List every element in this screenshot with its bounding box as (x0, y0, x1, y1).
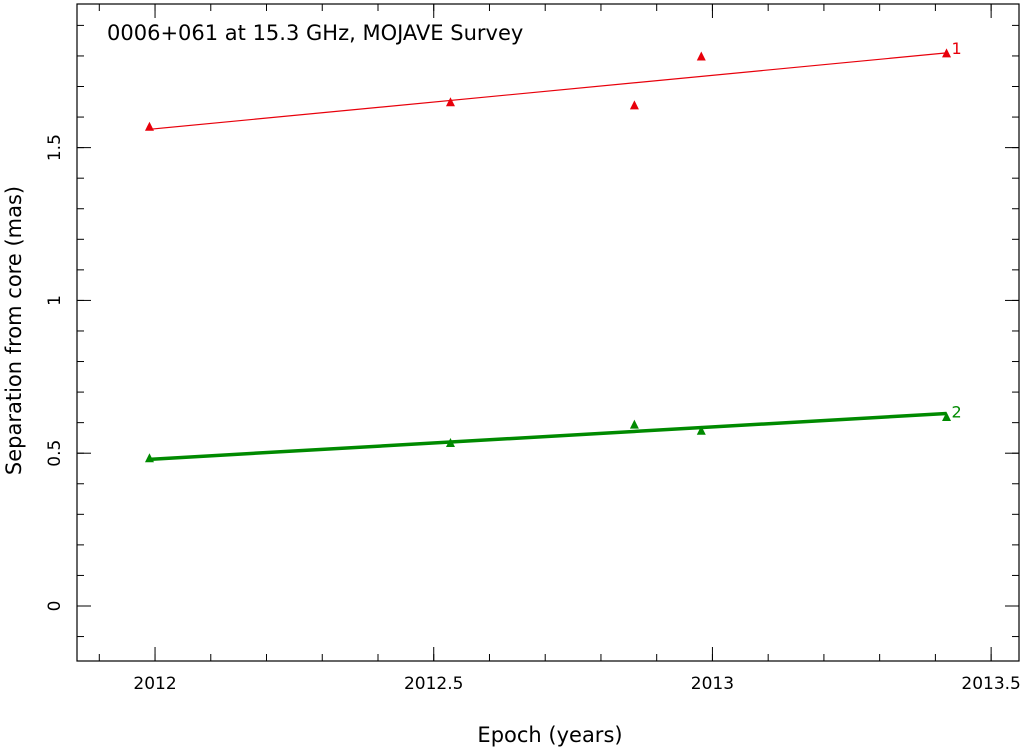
x-tick-label: 2012 (133, 674, 176, 694)
x-tick-label: 2012.5 (404, 674, 463, 694)
data-point-series-2 (629, 419, 639, 429)
data-point-series-1 (144, 121, 154, 131)
x-axis-title: Epoch (years) (477, 723, 622, 747)
axis-ticks (77, 4, 1019, 661)
fit-line-series-2 (149, 411, 947, 462)
data-point-series-2 (144, 453, 154, 463)
fit-lines (149, 52, 947, 462)
fit-line-series-1 (149, 52, 947, 130)
chart-title: 0006+061 at 15.3 GHz, MOJAVE Survey (107, 21, 523, 45)
data-points (144, 48, 952, 463)
data-point-series-2 (445, 438, 455, 448)
data-point-series-1 (629, 100, 639, 110)
series-labels: 12 (952, 39, 962, 422)
x-tick-label: 2013 (691, 674, 734, 694)
series-label-2: 2 (952, 403, 962, 422)
data-point-series-1 (696, 51, 706, 61)
y-axis-title: Separation from core (mas) (2, 186, 26, 475)
data-point-series-1 (445, 97, 455, 107)
series-label-1: 1 (952, 39, 962, 58)
data-point-series-2 (942, 412, 952, 422)
x-tick-label: 2013.5 (961, 674, 1020, 694)
y-tick-label: 1 (45, 295, 65, 306)
data-point-series-2 (696, 425, 706, 435)
data-point-series-1 (942, 48, 952, 58)
tick-labels: 2012 2012.5 2013 2013.5 0 0.5 1 1.5 (45, 134, 1021, 694)
y-tick-label: 1.5 (45, 134, 65, 161)
y-tick-label: 0 (45, 601, 65, 612)
y-tick-label: 0.5 (45, 440, 65, 467)
plot-frame (76, 3, 1020, 662)
